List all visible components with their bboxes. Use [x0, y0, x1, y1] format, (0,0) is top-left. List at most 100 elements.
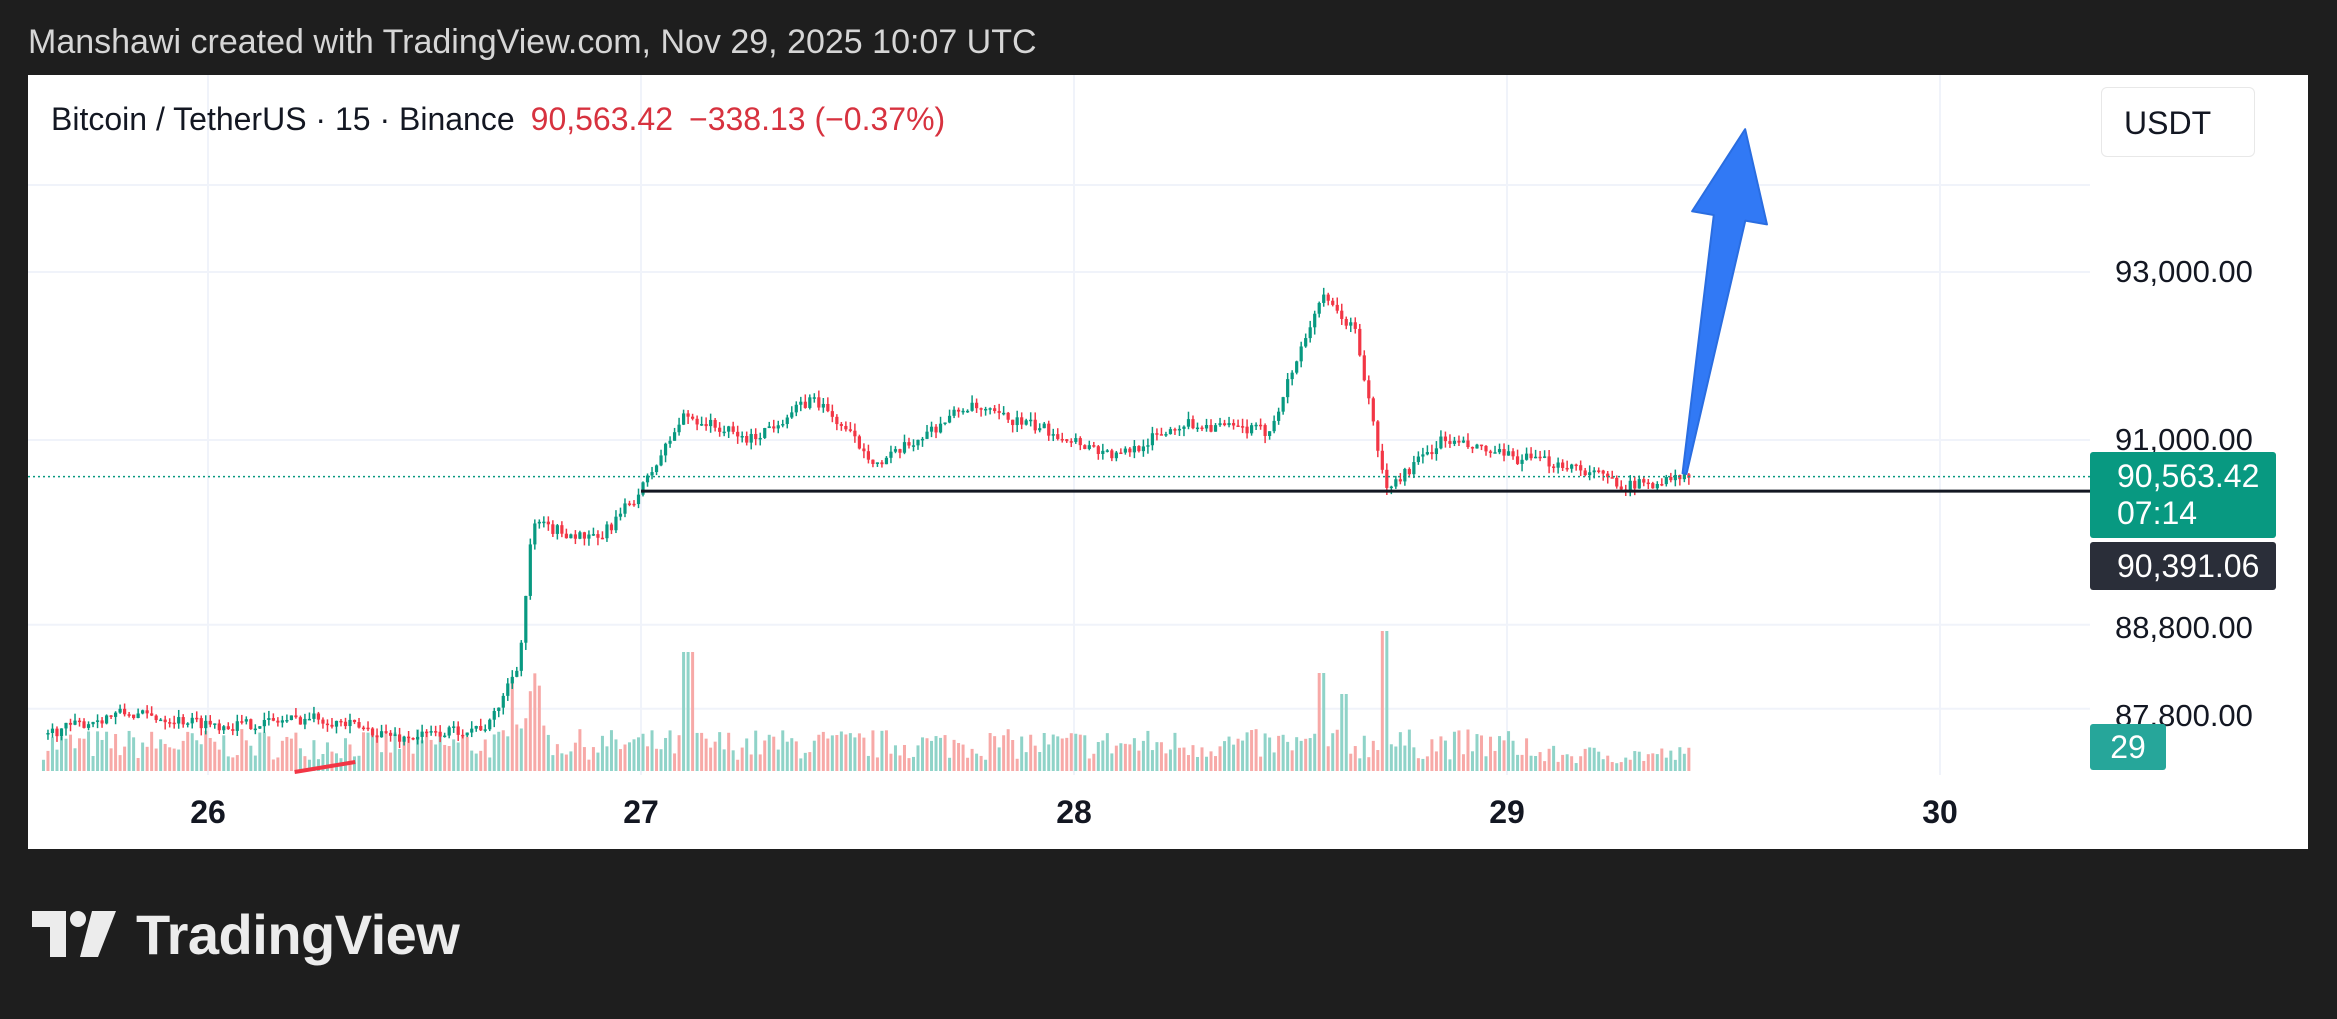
symbol-legend[interactable]: Bitcoin / TetherUS · 15 · Binance 90,563.…: [51, 99, 945, 139]
volume-bar: [1525, 738, 1529, 771]
volume-bar: [537, 685, 541, 771]
volume-bar: [862, 737, 866, 771]
volume-bar: [1227, 736, 1231, 771]
candle-body: [1033, 419, 1037, 431]
candle-body: [397, 734, 402, 742]
candle-body: [857, 436, 861, 449]
candle-body: [1367, 380, 1371, 399]
candle-body: [271, 718, 275, 721]
volume-bar: [1308, 738, 1312, 771]
candle-body: [461, 734, 465, 737]
candle-body: [55, 728, 59, 737]
chart-panel[interactable]: Bitcoin / TetherUS · 15 · Binance 90,563.…: [28, 75, 2308, 849]
candle-body: [1177, 428, 1182, 431]
candle-body: [294, 715, 298, 718]
candle-body: [141, 710, 145, 714]
candle-body: [1655, 483, 1659, 489]
currency-button[interactable]: USDT: [2101, 87, 2255, 157]
volume-bar: [1024, 752, 1028, 771]
tradingview-logo[interactable]: TradingView: [32, 903, 460, 966]
volume-bar: [1177, 747, 1181, 771]
candle-body: [1403, 468, 1407, 482]
candle-body: [582, 532, 587, 539]
candle-body: [95, 720, 100, 722]
volume-bar: [483, 739, 487, 771]
volume-bar: [655, 748, 659, 771]
candle-body: [627, 503, 632, 505]
candle-body: [1385, 469, 1389, 488]
candle-body: [632, 503, 636, 506]
price-chart[interactable]: [28, 75, 2308, 849]
candle-body: [298, 717, 303, 725]
volume-bar: [1502, 740, 1506, 771]
volume-bar: [1114, 745, 1118, 771]
volume-bar: [1150, 750, 1154, 771]
candle-body: [1529, 453, 1533, 459]
candle-body: [1552, 466, 1556, 468]
volume-bar: [1583, 748, 1587, 771]
candle-body: [1353, 322, 1357, 329]
candle-body: [1141, 446, 1145, 452]
candle-body: [1011, 419, 1015, 426]
candle-body: [1240, 426, 1245, 428]
candle-body: [993, 408, 997, 412]
candle-body: [681, 413, 686, 425]
candle-body: [1488, 451, 1493, 453]
volume-bar: [1164, 753, 1168, 771]
volume-bar: [1322, 673, 1326, 771]
candle-body: [515, 670, 519, 677]
volume-bar: [1259, 756, 1263, 771]
volume-bar: [754, 730, 758, 771]
volume-bar: [1452, 731, 1456, 771]
candle-body: [618, 513, 623, 517]
candle-body: [740, 435, 744, 438]
volume-bar: [1065, 737, 1069, 771]
candle-body: [1209, 424, 1213, 432]
candle-body: [1651, 483, 1655, 489]
candle-body: [790, 412, 794, 418]
candle-body: [1619, 486, 1623, 490]
volume-bar: [398, 748, 402, 771]
candle-body: [1502, 449, 1506, 456]
candle-body: [1236, 425, 1240, 428]
volume-bar: [114, 734, 118, 771]
candle-body: [492, 710, 496, 720]
volume-bar: [1304, 738, 1308, 771]
volume-bar: [1556, 761, 1560, 771]
candle-body: [1020, 417, 1024, 425]
volume-bar: [848, 733, 852, 771]
volume-bar: [916, 745, 920, 771]
volume-bar: [41, 759, 45, 771]
volume-bar: [253, 755, 257, 771]
candle-body: [754, 433, 758, 440]
volume-bar: [880, 730, 884, 771]
volume-bar: [87, 731, 91, 771]
volume-bar: [1507, 731, 1511, 771]
volume-bar: [939, 737, 943, 771]
volume-bar: [1317, 673, 1321, 771]
volume-bar: [591, 747, 595, 771]
volume-bar: [997, 747, 1001, 771]
candle-body: [1606, 473, 1610, 478]
candle-body: [1533, 456, 1538, 459]
volume-bar: [889, 753, 893, 771]
volume-bar: [970, 748, 974, 771]
candle-body: [560, 525, 564, 534]
candle-body: [321, 719, 325, 724]
volume-bar: [844, 734, 848, 771]
candle-body: [181, 717, 185, 725]
candle-body: [1101, 450, 1105, 454]
volume-bar: [1547, 748, 1551, 771]
y-tick-label: 88,800.00: [2115, 610, 2253, 645]
trend-line: [294, 760, 356, 774]
candle-body: [1637, 479, 1641, 489]
candle-body: [947, 415, 952, 423]
volume-bar: [289, 738, 293, 771]
candle-body: [1137, 446, 1141, 452]
symbol-price: 90,563.42: [530, 101, 673, 137]
candle-body: [456, 726, 460, 735]
volume-bar: [1624, 757, 1628, 771]
candle-body: [893, 449, 898, 452]
volume-bar: [1529, 755, 1533, 771]
candle-body: [956, 409, 961, 412]
